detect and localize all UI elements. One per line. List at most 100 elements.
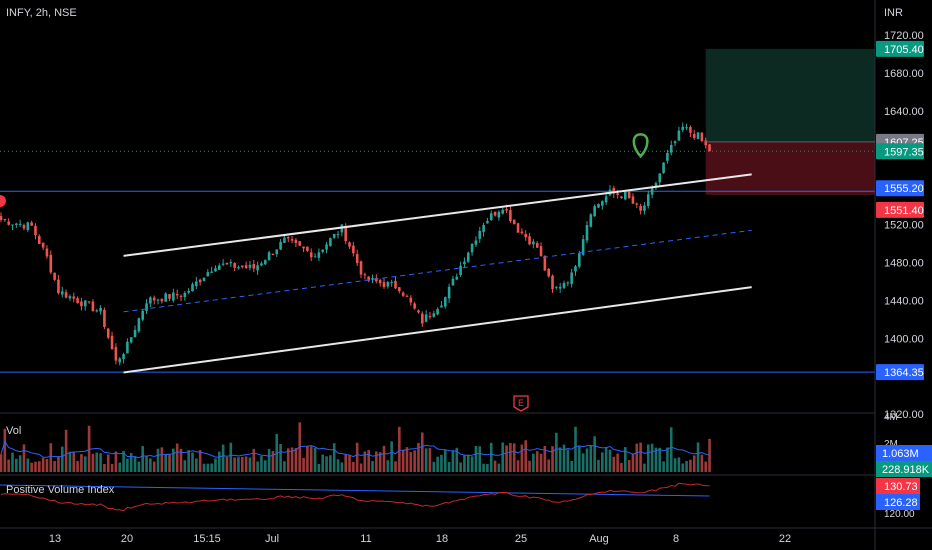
candle-body <box>570 272 573 284</box>
volume-bar <box>432 461 436 472</box>
volume-bar <box>486 463 489 472</box>
volume-bar <box>145 456 148 472</box>
pvi-tag-box <box>876 494 920 510</box>
volume-bar <box>83 456 87 472</box>
candle-body <box>524 234 528 238</box>
price-axis[interactable]: 1720.001680.001640.001600.001520.001480.… <box>884 30 924 421</box>
candle-body <box>616 193 619 195</box>
volume-bar <box>321 454 325 472</box>
candle-body <box>428 316 432 318</box>
earnings-label: E <box>518 398 524 408</box>
volume-bar <box>263 460 267 472</box>
volume-bar <box>175 443 179 472</box>
candle-body <box>558 286 562 289</box>
volume-bar <box>578 445 581 472</box>
candle-body <box>244 265 248 268</box>
candle-body <box>692 133 696 138</box>
target-zone[interactable] <box>705 48 875 142</box>
volume-bar <box>394 461 397 472</box>
volume-bar <box>95 452 99 472</box>
volume-bar <box>451 450 455 472</box>
candle-body <box>313 256 317 258</box>
volume-bar <box>164 454 167 472</box>
volume-bar <box>332 443 336 472</box>
volume-bar <box>612 456 616 472</box>
candle-body <box>106 328 110 338</box>
volume-bar <box>685 461 688 472</box>
candle-body <box>421 313 424 324</box>
price-tag-label: 1705.40 <box>884 44 924 56</box>
time-tick-label: Jul <box>265 533 279 545</box>
candle-body <box>233 263 236 268</box>
time-tick-label: 18 <box>436 533 448 545</box>
candle-body <box>470 243 474 253</box>
volume-bar <box>214 458 217 472</box>
channel-middle-line[interactable] <box>123 229 752 313</box>
volume-bar <box>532 453 535 472</box>
volume-bar <box>260 456 263 472</box>
candle-body <box>509 210 512 221</box>
candle-body <box>179 296 183 298</box>
volume-bar <box>466 454 470 472</box>
volume-bar <box>436 456 439 472</box>
candle-body <box>3 219 7 221</box>
volume-bar <box>256 461 259 472</box>
candle-body <box>309 252 313 258</box>
candle-body <box>99 307 102 312</box>
volume-bar <box>704 461 708 472</box>
earnings-marker[interactable]: E <box>513 395 529 412</box>
volume-bar <box>646 444 650 472</box>
volume-bar <box>156 448 160 472</box>
time-axis[interactable]: 13 20 15:15 Jul 11 18 25 Aug 8 22 <box>49 533 791 545</box>
horizontal-levels[interactable] <box>0 190 875 373</box>
candle-body <box>286 237 290 239</box>
candle-body <box>76 298 79 304</box>
volume-bar <box>520 444 524 472</box>
candle-body <box>669 144 673 153</box>
candle-body <box>195 281 198 287</box>
volume-bar <box>191 452 194 472</box>
pin-outline <box>632 133 649 159</box>
volume-bar <box>547 459 550 472</box>
volume-bar <box>631 453 635 472</box>
volume-bar <box>53 461 56 472</box>
candle-body <box>229 262 233 264</box>
symbol-title: INFY, 2h, NSE <box>6 7 77 19</box>
volume-bar <box>654 447 658 472</box>
price-tick-label: 1680.00 <box>884 68 924 80</box>
candle-body <box>489 213 493 220</box>
candle-body <box>455 276 459 280</box>
volume-bar <box>585 448 589 472</box>
earnings-flag-icon <box>513 395 529 412</box>
volume-bar <box>152 461 156 472</box>
stop-zone[interactable] <box>705 141 875 195</box>
volume-bar <box>359 463 363 472</box>
candle-body <box>532 241 535 245</box>
candle-body <box>551 275 554 290</box>
candle-body <box>463 261 466 265</box>
candle-body <box>401 292 405 296</box>
candle-body <box>593 206 596 217</box>
volume-bar <box>110 463 114 472</box>
volume-bar <box>126 458 129 472</box>
candle-body <box>612 187 616 194</box>
volume-bar <box>87 425 91 472</box>
candle-body <box>654 183 658 187</box>
channel-lower-line[interactable] <box>123 286 752 374</box>
volume-bar <box>30 462 33 472</box>
candle-body <box>198 279 202 283</box>
volume-bar <box>240 457 244 472</box>
parallel-channel[interactable] <box>123 173 752 374</box>
candle-body <box>206 272 210 277</box>
candle-body <box>202 277 206 281</box>
volume-bar <box>386 460 390 472</box>
candle-body <box>283 237 286 243</box>
candle-body <box>191 284 194 292</box>
location-marker-icon[interactable] <box>632 133 649 159</box>
volume-bar <box>91 453 95 472</box>
price-tags: 1705.401607.251597.351555.201551.401364.… <box>876 40 924 381</box>
volume-bar <box>681 463 685 472</box>
channel-upper-line[interactable] <box>123 173 752 257</box>
candle-body <box>696 132 700 140</box>
